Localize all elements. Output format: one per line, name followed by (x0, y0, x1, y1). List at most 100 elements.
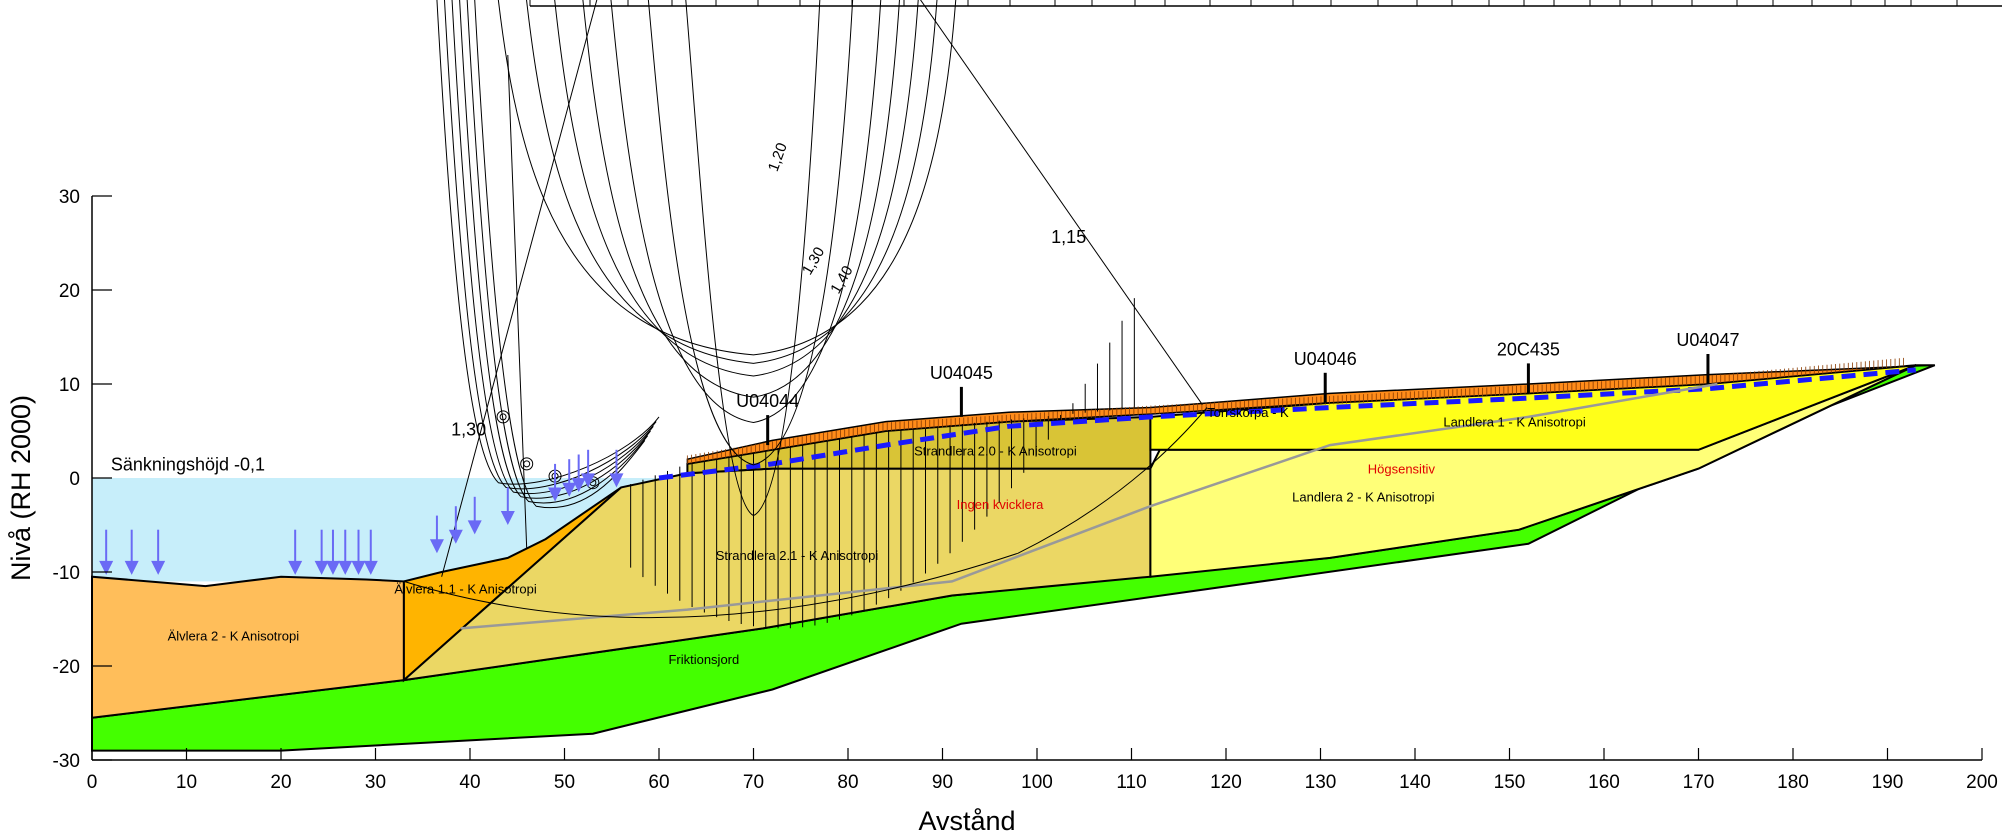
borehole-label: U04046 (1294, 349, 1357, 369)
contour-line (685, 0, 821, 517)
x-ticks: 0 10 20 30 40 50 60 70 80 90 100 110 120 130 140 150 160… (87, 748, 1998, 793)
borehole-label: 20C435 (1497, 339, 1560, 359)
x-tick-label: 70 (743, 772, 764, 793)
y-axis-label: Nivå (RH 2000) (6, 395, 36, 581)
load-arrow-head (548, 487, 563, 502)
label-ingen-kvicklera: Ingen kvicklera (957, 497, 1044, 512)
y-tick-label: 10 (59, 375, 80, 396)
contour-line (497, 0, 957, 356)
load-arrow-head (609, 473, 624, 488)
contour-line-toe (466, 0, 649, 504)
water-level-label: Sänkningshöjd -0,1 (111, 454, 265, 474)
load-arrow-head (562, 482, 577, 497)
soil-layers (91, 364, 1936, 752)
axes: 0 10 20 30 40 50 60 70 80 90 100 110 120 130 140 150 160… (6, 187, 1998, 836)
x-tick-label: 90 (932, 772, 953, 793)
x-tick-label: 170 (1683, 772, 1715, 793)
y-tick-label: 30 (59, 187, 80, 208)
x-tick-label: 150 (1494, 772, 1526, 793)
search-line (441, 0, 598, 577)
x-tick-label: 40 (459, 772, 480, 793)
contour-label-1-15: 1,15 (1051, 227, 1086, 247)
contour-label-1-30-left: 1,30 (451, 420, 486, 440)
load-arrow-head (338, 560, 353, 575)
load-arrow-head (467, 520, 482, 535)
borehole-label: U04044 (736, 391, 799, 411)
contour-line-toe (474, 0, 646, 509)
slip-surface-arc (403, 407, 1208, 619)
x-tick-label: 120 (1210, 772, 1242, 793)
x-tick-label: 180 (1777, 772, 1809, 793)
load-arrow-head (581, 473, 596, 488)
label-landlera-1: Landlera 1 - K Anisotropi (1443, 414, 1585, 429)
x-tick-label: 60 (648, 772, 669, 793)
groundwater-line (658, 367, 1917, 481)
x-tick-label: 100 (1021, 772, 1053, 793)
search-grid-lines (441, 0, 1203, 577)
contour-line (526, 0, 938, 364)
boreholes: U04044 U04045 U04046 20C435 U04047 (736, 330, 1739, 446)
x-tick-label: 0 (87, 772, 98, 793)
contour-line-toe (451, 0, 654, 494)
x-tick-label: 80 (837, 772, 858, 793)
contour-loop (520, 457, 534, 471)
y-tick-label: 0 (69, 469, 80, 490)
x-tick-label: 110 (1116, 772, 1146, 793)
label-friktionsjord: Friktionsjord (668, 652, 739, 667)
load-arrow-head (288, 560, 303, 575)
label-alvlera-1-1: Älvlera 1.1 - K Anisotropi (394, 582, 536, 597)
label-torrskorpa: Torrskorpa - K (1207, 405, 1289, 420)
contour-line (582, 0, 901, 398)
load-arrow-head (500, 511, 515, 525)
x-tick-label: 190 (1872, 772, 1904, 793)
label-strandlera-2-1: Strandlera 2.1 - K Anisotropi (716, 548, 879, 563)
load-arrow-head (99, 560, 114, 575)
contour-loop-inner (523, 460, 531, 468)
x-tick-label: 200 (1966, 772, 1998, 793)
load-arrow-head (429, 539, 444, 554)
y-tick-label: -30 (53, 751, 80, 772)
load-arrow-head (571, 478, 586, 493)
contour-line (610, 0, 882, 424)
x-tick-label: 160 (1588, 772, 1620, 793)
contour-loop (496, 410, 510, 424)
contour-line (647, 0, 854, 466)
x-tick-label: 30 (365, 772, 386, 793)
x-tick-label: 140 (1399, 772, 1431, 793)
load-arrow-head (363, 560, 378, 575)
critical-slip-line (460, 382, 1718, 630)
load-arrows (99, 449, 624, 575)
label-alvlera-2: Älvlera 2 - K Anisotropi (168, 629, 300, 644)
borehole-label: U04047 (1676, 330, 1739, 350)
layer-labels: Sänkningshöjd -0,1 Älvlera 2 - K Anisotr… (111, 141, 1586, 668)
surface-hatching (686, 357, 1904, 464)
borehole-label: U04045 (930, 363, 993, 383)
load-arrow-head (448, 529, 463, 544)
vertical-hatching (630, 298, 1135, 629)
y-tick-label: -20 (53, 657, 80, 678)
load-arrow-head (314, 560, 329, 575)
load-arrow-head (325, 560, 340, 575)
search-line (507, 54, 528, 549)
y-tick-label: 20 (59, 281, 80, 302)
load-arrow-head (151, 560, 166, 575)
label-hogsensitiv: Högsensitiv (1368, 461, 1436, 476)
x-tick-label: 130 (1305, 772, 1337, 793)
top-grid-strip (529, 0, 2002, 7)
contour-line (554, 0, 919, 377)
layer-torrskorpa (686, 364, 1935, 465)
x-tick-label: 50 (554, 772, 575, 793)
label-landlera-2: Landlera 2 - K Anisotropi (1292, 490, 1434, 505)
x-axis-label: Avstånd (918, 806, 1015, 835)
contour-loop-inner (499, 413, 507, 421)
contour-line-toe (443, 0, 657, 490)
load-arrow-head (124, 560, 139, 575)
y-tick-label: -10 (53, 563, 80, 584)
label-strandlera-2-0: Strandlera 2.0 - K Anisotropi (914, 443, 1077, 458)
contour-line-toe (459, 0, 651, 499)
y-ticks: -30 -20 -10 0 10 20 30 (53, 187, 112, 772)
contour-label-1-40: 1,40 (827, 263, 856, 297)
x-tick-label: 10 (176, 772, 197, 793)
